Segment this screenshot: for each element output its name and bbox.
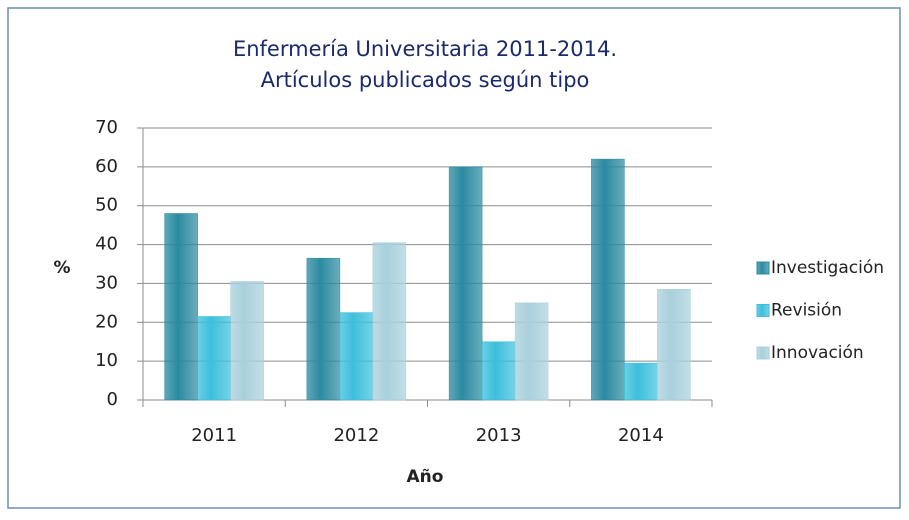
bar bbox=[481, 341, 516, 401]
x-tick-label: 2014 bbox=[618, 425, 664, 446]
legend-label: Revisión bbox=[771, 301, 842, 321]
legend-swatch bbox=[756, 304, 770, 317]
legend-swatch bbox=[756, 261, 770, 275]
y-axis-label: % bbox=[53, 258, 70, 278]
x-tick-label: 2011 bbox=[191, 425, 237, 446]
y-tick-label: 0 bbox=[107, 389, 118, 410]
chart-title: Enfermería Universitaria 2011-2014. bbox=[233, 37, 617, 61]
x-tick-label: 2013 bbox=[476, 425, 522, 446]
bar bbox=[514, 302, 549, 401]
bar bbox=[624, 362, 658, 401]
chart-title: Artículos publicados según tipo bbox=[261, 68, 590, 92]
legend-label: Innovación bbox=[771, 343, 864, 363]
x-axis-label: Año bbox=[407, 467, 444, 487]
bar bbox=[448, 166, 483, 401]
bar bbox=[230, 281, 264, 401]
y-tick-label: 60 bbox=[95, 156, 118, 177]
x-tick-label: 2012 bbox=[333, 425, 379, 446]
bar bbox=[164, 213, 198, 401]
bar bbox=[197, 316, 231, 401]
bar bbox=[657, 289, 691, 401]
y-tick-label: 30 bbox=[95, 272, 118, 293]
bar bbox=[591, 158, 625, 401]
y-tick-label: 70 bbox=[95, 117, 118, 138]
y-tick-label: 40 bbox=[95, 234, 118, 255]
bar bbox=[372, 242, 407, 401]
y-tick-label: 50 bbox=[95, 195, 118, 216]
bar bbox=[339, 312, 374, 401]
y-tick-label: 10 bbox=[95, 350, 118, 371]
legend-swatch bbox=[756, 346, 770, 360]
bar bbox=[306, 257, 341, 401]
legend-label: Investigación bbox=[771, 258, 884, 278]
y-tick-label: 20 bbox=[95, 311, 118, 332]
